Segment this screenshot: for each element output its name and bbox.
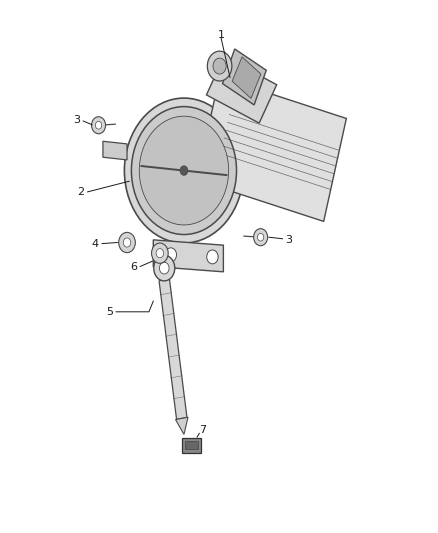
Text: 7: 7	[199, 425, 206, 435]
Circle shape	[131, 107, 237, 235]
Circle shape	[119, 232, 135, 253]
Circle shape	[180, 166, 188, 175]
Circle shape	[95, 122, 102, 129]
Circle shape	[207, 250, 218, 264]
Polygon shape	[232, 57, 261, 99]
FancyBboxPatch shape	[182, 438, 201, 453]
Text: 5: 5	[106, 307, 113, 317]
Polygon shape	[153, 240, 223, 272]
Circle shape	[123, 238, 131, 247]
Polygon shape	[197, 77, 346, 221]
Circle shape	[254, 229, 268, 246]
Circle shape	[152, 243, 168, 263]
Polygon shape	[206, 56, 277, 123]
Text: 3: 3	[73, 115, 80, 125]
Circle shape	[213, 58, 226, 74]
Text: 1: 1	[218, 30, 225, 39]
Text: 3: 3	[286, 235, 293, 245]
Bar	[185, 441, 198, 449]
Text: 2: 2	[78, 187, 85, 197]
Text: 6: 6	[130, 262, 137, 271]
Circle shape	[159, 262, 169, 274]
Circle shape	[258, 233, 264, 241]
Circle shape	[124, 98, 244, 243]
Text: 4: 4	[92, 239, 99, 248]
Polygon shape	[176, 417, 188, 434]
Circle shape	[207, 51, 232, 81]
Circle shape	[139, 116, 229, 225]
Polygon shape	[103, 141, 127, 160]
Circle shape	[156, 248, 164, 258]
Circle shape	[92, 117, 106, 134]
Polygon shape	[223, 49, 266, 105]
Circle shape	[165, 248, 177, 262]
Polygon shape	[205, 94, 236, 188]
Polygon shape	[159, 279, 187, 419]
Circle shape	[154, 255, 175, 281]
